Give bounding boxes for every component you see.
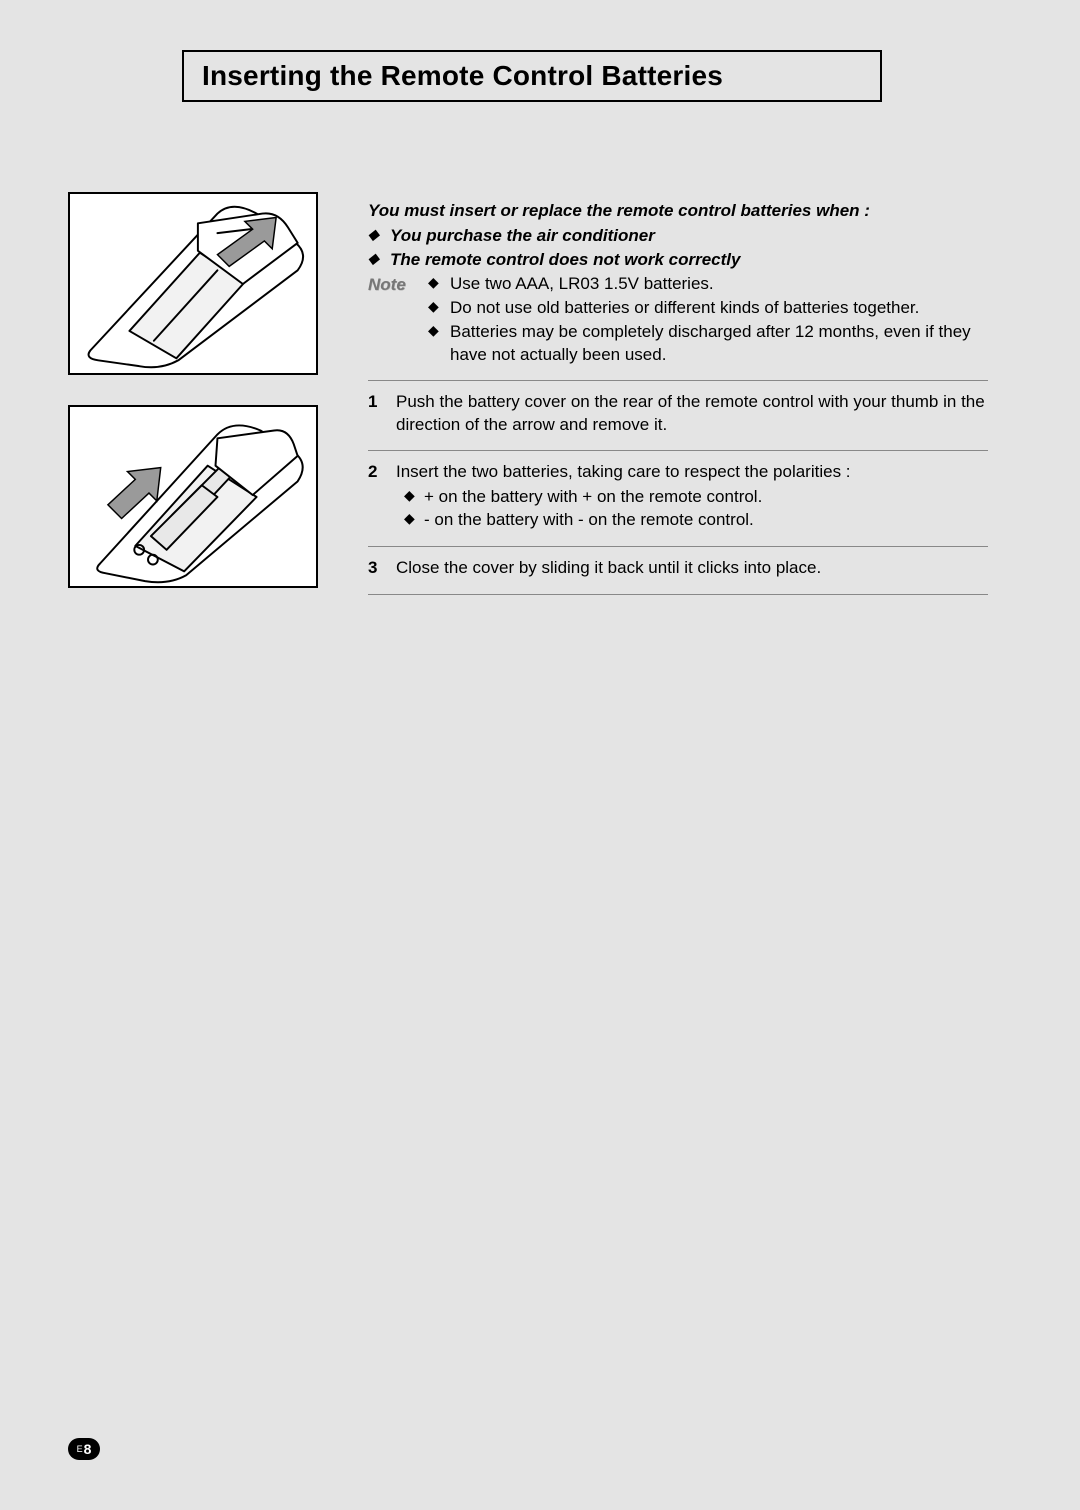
step-2: 2 Insert the two batteries, taking care … bbox=[368, 450, 988, 546]
step-1: 1 Push the battery cover on the rear of … bbox=[368, 380, 988, 451]
step-text: Insert the two batteries, taking care to… bbox=[396, 462, 851, 481]
note-block: Note Use two AAA, LR03 1.5V batteries. D… bbox=[368, 273, 988, 368]
figure-1 bbox=[68, 192, 318, 375]
content-column: You must insert or replace the remote co… bbox=[368, 200, 988, 595]
intro-lead: You must insert or replace the remote co… bbox=[368, 200, 988, 223]
intro-bullet: You purchase the air conditioner bbox=[368, 225, 988, 248]
note-label: Note bbox=[368, 274, 428, 297]
step-number: 3 bbox=[368, 557, 396, 580]
note-item: Do not use old batteries or different ki… bbox=[428, 297, 988, 320]
page-number-badge: E8 bbox=[68, 1438, 100, 1460]
step-number: 1 bbox=[368, 391, 396, 414]
remote-insert-batteries-icon bbox=[70, 407, 316, 586]
intro-bullets: You purchase the air conditioner The rem… bbox=[368, 225, 988, 272]
step-text: Push the battery cover on the rear of th… bbox=[396, 391, 988, 437]
note-item: Use two AAA, LR03 1.5V batteries. bbox=[428, 273, 988, 296]
page-prefix: E bbox=[77, 1444, 83, 1454]
page-inner: Inserting the Remote Control Batteries bbox=[68, 50, 1012, 1460]
step-body: Insert the two batteries, taking care to… bbox=[396, 461, 988, 532]
step-3: 3 Close the cover by sliding it back unt… bbox=[368, 546, 988, 595]
manual-page: Inserting the Remote Control Batteries bbox=[0, 0, 1080, 1510]
page-number: E8 bbox=[68, 1438, 100, 1460]
intro-bullet: The remote control does not work correct… bbox=[368, 249, 988, 272]
step-sub-item: - on the battery with - on the remote co… bbox=[396, 509, 988, 532]
step-sub-bullets: + on the battery with + on the remote co… bbox=[396, 486, 988, 532]
note-item: Batteries may be completely discharged a… bbox=[428, 321, 988, 367]
section-title-box: Inserting the Remote Control Batteries bbox=[182, 50, 882, 102]
steps-list: 1 Push the battery cover on the rear of … bbox=[368, 380, 988, 596]
note-bullets: Use two AAA, LR03 1.5V batteries. Do not… bbox=[428, 273, 988, 368]
figure-column bbox=[68, 192, 318, 618]
section-title: Inserting the Remote Control Batteries bbox=[202, 60, 862, 92]
step-number: 2 bbox=[368, 461, 396, 484]
step-text: Close the cover by sliding it back until… bbox=[396, 557, 988, 580]
page-num: 8 bbox=[84, 1441, 92, 1457]
step-sub-item: + on the battery with + on the remote co… bbox=[396, 486, 988, 509]
figure-2 bbox=[68, 405, 318, 588]
remote-cover-removal-icon bbox=[70, 194, 316, 373]
